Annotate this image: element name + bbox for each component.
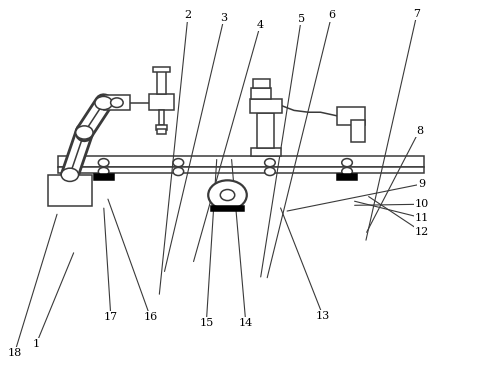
Text: 4: 4 [257,20,264,30]
Text: 10: 10 [415,199,429,209]
Bar [337,174,357,180]
Text: 14: 14 [239,318,253,328]
Text: 7: 7 [414,9,420,19]
Text: 13: 13 [316,311,330,321]
Circle shape [98,159,109,167]
Bar [149,94,174,110]
Bar [104,95,130,110]
Bar [157,129,166,134]
Bar [251,148,281,156]
Circle shape [98,167,109,176]
Text: 18: 18 [7,348,22,358]
Circle shape [95,96,112,110]
Text: 8: 8 [416,125,423,136]
Bar [251,88,271,99]
Text: 15: 15 [199,318,214,328]
Bar [337,107,365,125]
Bar [253,79,270,88]
Text: 17: 17 [104,312,118,322]
Circle shape [208,180,247,210]
Circle shape [76,126,93,139]
Text: 9: 9 [418,179,425,189]
Text: 6: 6 [328,10,335,21]
Bar [58,167,424,173]
Bar [94,174,114,180]
Bar [257,113,274,148]
Bar [159,110,164,125]
Circle shape [342,167,352,176]
Text: 2: 2 [185,10,191,21]
Text: 12: 12 [415,227,429,237]
Text: 1: 1 [33,339,40,349]
Text: 5: 5 [298,14,305,24]
Text: 16: 16 [143,312,158,322]
Bar [157,71,166,94]
Circle shape [265,159,275,167]
Bar [153,67,170,72]
Circle shape [265,167,275,176]
Circle shape [220,190,235,201]
Bar [211,206,244,211]
Bar [156,125,167,130]
Circle shape [342,159,352,167]
Text: 3: 3 [221,13,228,23]
Text: 11: 11 [415,213,429,223]
Circle shape [110,98,123,107]
Circle shape [173,167,184,176]
Bar [351,120,365,142]
Bar [48,175,92,206]
Circle shape [173,159,184,167]
Bar [250,99,282,113]
Circle shape [61,168,79,181]
Bar [58,156,424,167]
